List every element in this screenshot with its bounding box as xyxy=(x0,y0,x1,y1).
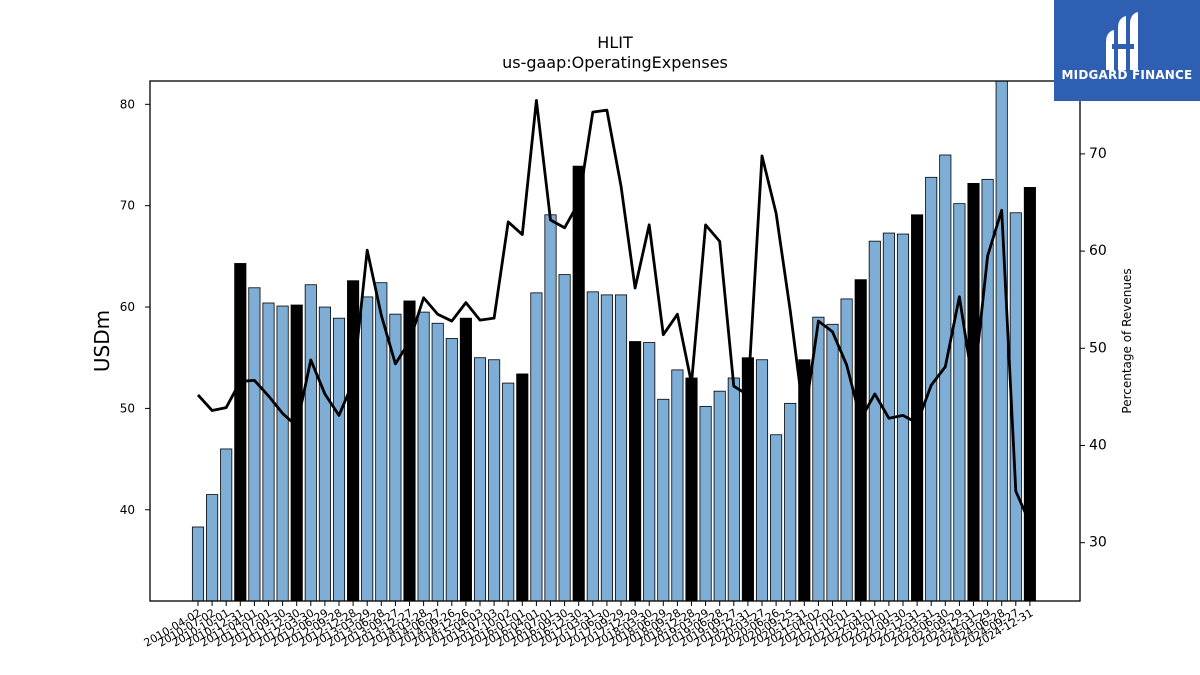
bar xyxy=(572,165,585,602)
line-layer xyxy=(196,99,1032,524)
bar xyxy=(361,296,374,602)
bar xyxy=(854,279,867,602)
bar xyxy=(220,448,233,602)
bar xyxy=(868,240,881,602)
bar xyxy=(417,311,430,602)
bar xyxy=(431,322,444,602)
right-axis: 30 40 50 60 70 xyxy=(1080,146,1107,551)
plot-frame xyxy=(149,80,1081,602)
bar xyxy=(304,284,317,602)
bar xyxy=(784,402,797,602)
bar xyxy=(318,306,331,602)
y-tick-label-left: 40 xyxy=(120,503,135,517)
bar xyxy=(967,182,980,602)
y-tick-label-right: 70 xyxy=(1089,146,1107,162)
bar xyxy=(347,280,360,602)
bars-layer xyxy=(191,80,1036,602)
bar xyxy=(459,317,472,602)
left-axis: 40 50 60 70 80 xyxy=(120,97,150,517)
y-axis-label-right: Percentage of Revenues xyxy=(1120,268,1134,413)
y-tick-label-right: 40 xyxy=(1089,437,1107,453)
y-tick-label-left: 50 xyxy=(120,401,135,415)
bar xyxy=(911,214,924,602)
bar xyxy=(191,526,205,602)
y-tick-label-left: 70 xyxy=(120,199,135,213)
series-line xyxy=(196,99,1032,524)
bar xyxy=(770,434,783,602)
bar xyxy=(473,357,487,602)
bar xyxy=(812,316,825,602)
y-tick-label-left: 80 xyxy=(120,97,135,111)
bar xyxy=(586,291,599,602)
bar xyxy=(206,494,219,602)
y-axis-label-left: USDm xyxy=(90,310,114,372)
y-tick-label-right: 60 xyxy=(1089,243,1107,259)
bar xyxy=(657,398,670,602)
bar xyxy=(445,338,458,602)
bar xyxy=(332,317,346,602)
bar xyxy=(699,405,712,602)
x-axis: 2010-04-022010-07-022010-10-012010-12-31… xyxy=(142,601,1035,650)
bar xyxy=(516,373,529,602)
logo-text: MIDGARD FINANCE xyxy=(1061,68,1193,82)
bar xyxy=(234,263,247,602)
bar xyxy=(276,305,289,602)
bar xyxy=(685,377,698,602)
bar xyxy=(643,342,656,602)
bar xyxy=(671,369,684,602)
brand-logo: MIDGARD FINANCE xyxy=(1054,0,1200,101)
bar xyxy=(939,154,952,602)
chart-title: HLIT xyxy=(597,33,633,52)
bar xyxy=(488,359,501,602)
bar xyxy=(826,323,839,602)
bar xyxy=(713,390,726,602)
bar xyxy=(558,274,571,602)
bar xyxy=(953,203,966,602)
bar xyxy=(840,298,853,602)
bar xyxy=(755,359,769,602)
bar xyxy=(502,382,515,602)
y-tick-label-right: 30 xyxy=(1089,535,1107,551)
chart-subtitle: us-gaap:OperatingExpenses xyxy=(502,53,728,72)
y-tick-label-right: 50 xyxy=(1089,340,1107,356)
bar xyxy=(629,341,642,602)
bar xyxy=(995,80,1008,602)
bar xyxy=(1023,187,1036,602)
bar xyxy=(600,294,613,602)
bar xyxy=(248,287,261,602)
bar xyxy=(544,214,557,602)
logo-mark-icon xyxy=(1106,12,1138,70)
bar xyxy=(290,304,303,602)
bar xyxy=(727,377,740,602)
bar xyxy=(614,294,628,602)
bar xyxy=(262,302,275,602)
bar xyxy=(530,292,543,602)
y-tick-label-left: 60 xyxy=(120,300,135,314)
